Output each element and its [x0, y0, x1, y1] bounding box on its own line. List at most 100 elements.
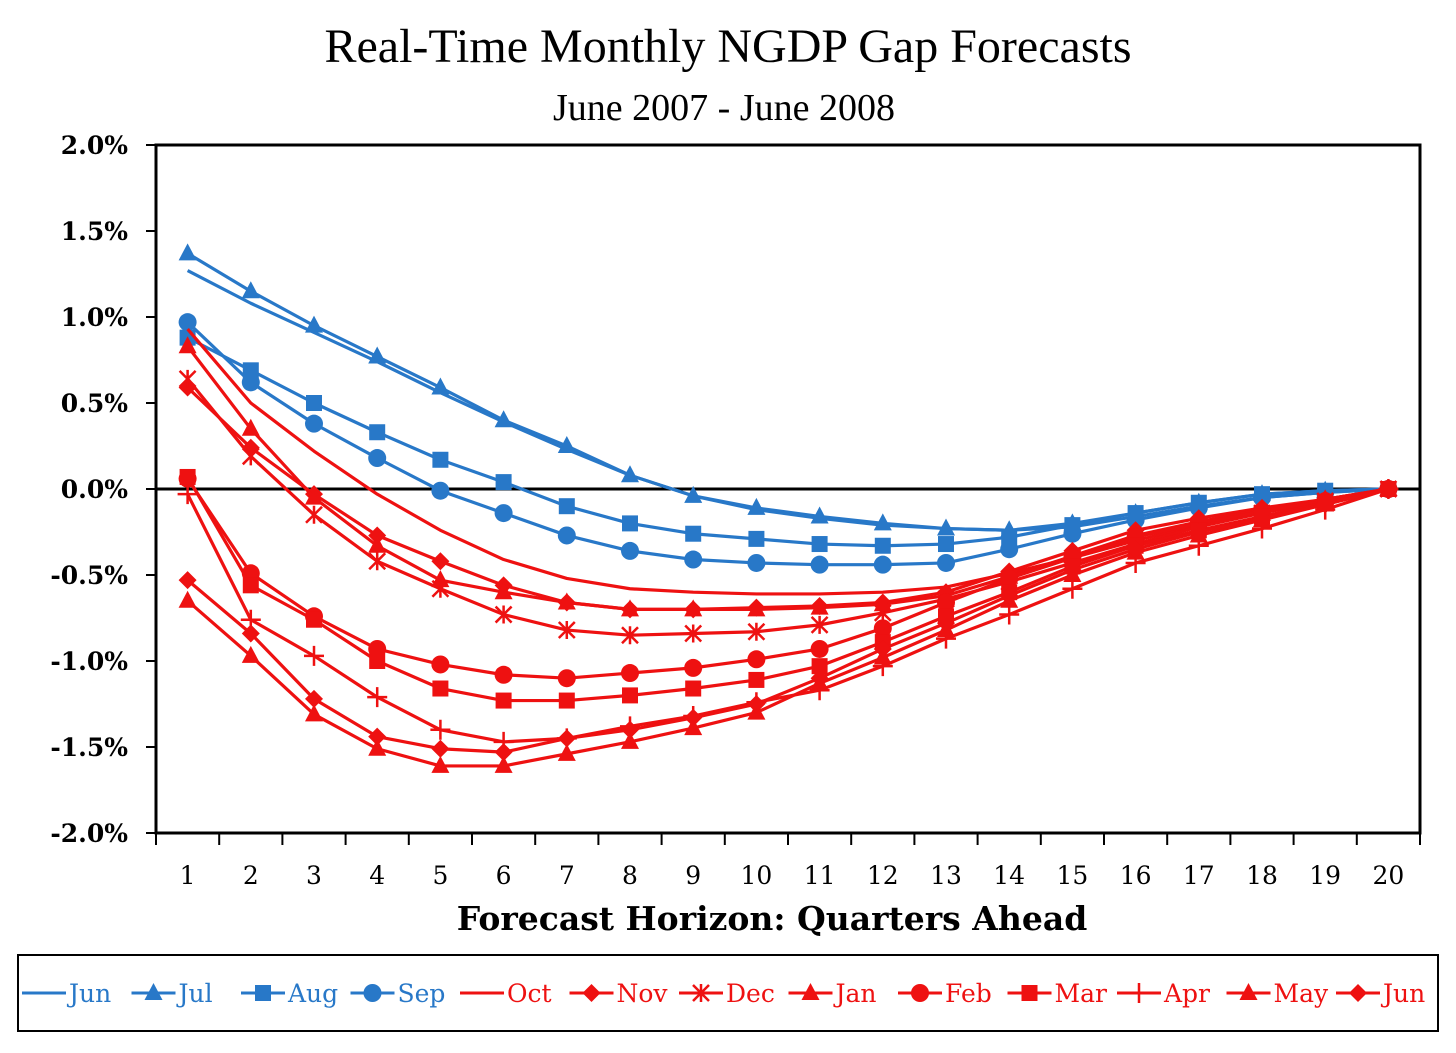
data-point — [621, 626, 639, 645]
legend-label: Jun — [1380, 979, 1425, 1008]
legend-label: Dec — [726, 979, 775, 1008]
data-point — [1000, 586, 1019, 605]
data-point — [241, 624, 260, 643]
data-point — [937, 593, 955, 612]
y-tick-label: 0.5% — [61, 389, 128, 418]
legend-marker — [801, 983, 820, 1000]
data-point — [1253, 488, 1271, 507]
data-point — [241, 447, 260, 466]
y-tick-label: 1.5% — [61, 217, 128, 246]
data-point — [747, 497, 766, 515]
data-point — [177, 484, 198, 505]
series-jan-7 — [178, 336, 1398, 617]
legend-item: Jul — [131, 979, 213, 1008]
legend-marker — [1349, 984, 1367, 1002]
chart-title: Real-Time Monthly NGDP Gap Forecasts — [324, 20, 1131, 73]
legend-label: Oct — [507, 979, 552, 1008]
data-point — [241, 281, 260, 299]
data-point — [873, 619, 892, 638]
y-tick-label: -1.5% — [50, 733, 128, 762]
data-point — [810, 555, 829, 574]
data-point — [747, 622, 766, 641]
y-tick-label: 1.0% — [61, 303, 128, 332]
series-feb-8 — [178, 469, 1398, 688]
legend-marker — [144, 983, 163, 1000]
legend-label: Jan — [833, 979, 877, 1008]
legend-marker — [911, 984, 929, 1002]
data-point — [368, 552, 387, 571]
legend-item: Nov — [569, 979, 668, 1008]
data-point — [557, 669, 576, 688]
data-point — [748, 671, 765, 688]
data-point — [747, 599, 766, 617]
legend-label: Jul — [176, 979, 213, 1008]
data-point — [1000, 569, 1019, 588]
data-point — [368, 346, 387, 364]
legend: Jun Jul Aug Sep Oct Nov Dec Jan Feb Mar Apr May Jun — [22, 979, 1425, 1008]
legend-label: Jun — [66, 979, 111, 1008]
data-point — [306, 611, 322, 628]
data-point — [748, 530, 765, 547]
data-point — [305, 704, 323, 722]
data-point — [495, 474, 512, 491]
data-point — [369, 653, 386, 669]
data-point — [558, 692, 575, 709]
data-point — [178, 336, 197, 354]
data-point — [1189, 523, 1208, 541]
legend-label: Mar — [1055, 979, 1108, 1008]
x-tick-label: 5 — [432, 861, 448, 890]
data-point — [810, 669, 829, 688]
series-line — [186, 386, 1389, 612]
data-point — [557, 592, 576, 610]
data-point — [685, 680, 702, 697]
data-point — [431, 739, 450, 758]
data-point — [368, 535, 387, 553]
data-point — [367, 687, 388, 708]
data-point — [747, 695, 766, 713]
legend-item: Apr — [1117, 979, 1210, 1008]
series-jun-12 — [178, 480, 1398, 762]
data-point — [747, 553, 766, 572]
data-point — [810, 639, 829, 658]
data-point — [557, 621, 576, 640]
x-tick-label: 17 — [1183, 861, 1215, 890]
data-point — [1063, 560, 1082, 579]
data-point — [621, 541, 639, 560]
data-point — [811, 536, 828, 553]
legend-marker — [1021, 985, 1038, 1001]
data-point — [684, 658, 703, 677]
x-tick-label: 3 — [306, 861, 322, 890]
y-axis: 2.0% 1.5% 1.0% 0.5% 0.0% -0.5% -1.0% -1.5% -2.0% — [50, 131, 156, 848]
x-tick-label: 8 — [622, 861, 638, 890]
data-point — [999, 604, 1020, 625]
data-point — [368, 526, 387, 545]
data-point — [557, 526, 576, 545]
series-sep-3 — [178, 313, 1398, 574]
series-nov-5 — [178, 378, 1398, 619]
legend-marker — [582, 984, 601, 1002]
data-point — [178, 369, 197, 388]
x-tick-label: 18 — [1246, 861, 1278, 890]
data-point — [179, 468, 196, 485]
data-point — [1062, 578, 1083, 599]
legend-item: Dec — [679, 979, 775, 1008]
legend-item: May — [1226, 979, 1329, 1008]
x-axis: 1 2 3 4 5 6 7 8 9 10 11 12 13 14 15 16 17 18 19 20 — [155, 833, 1421, 890]
x-tick-label: 11 — [804, 861, 836, 890]
data-point — [747, 650, 766, 669]
data-point — [305, 487, 323, 505]
data-point — [1063, 524, 1082, 543]
legend-label: Aug — [287, 979, 338, 1008]
data-point — [621, 664, 639, 683]
legend-item: Oct — [460, 979, 552, 1008]
data-point — [242, 577, 259, 594]
legend-item: Sep — [350, 979, 445, 1008]
data-point — [873, 513, 892, 531]
legend-marker — [692, 984, 710, 1002]
data-point — [1126, 540, 1145, 559]
data-point — [494, 665, 513, 684]
y-tick-label: -1.0% — [50, 647, 128, 676]
data-point — [304, 645, 324, 666]
data-point — [494, 582, 513, 600]
data-point — [241, 373, 260, 392]
